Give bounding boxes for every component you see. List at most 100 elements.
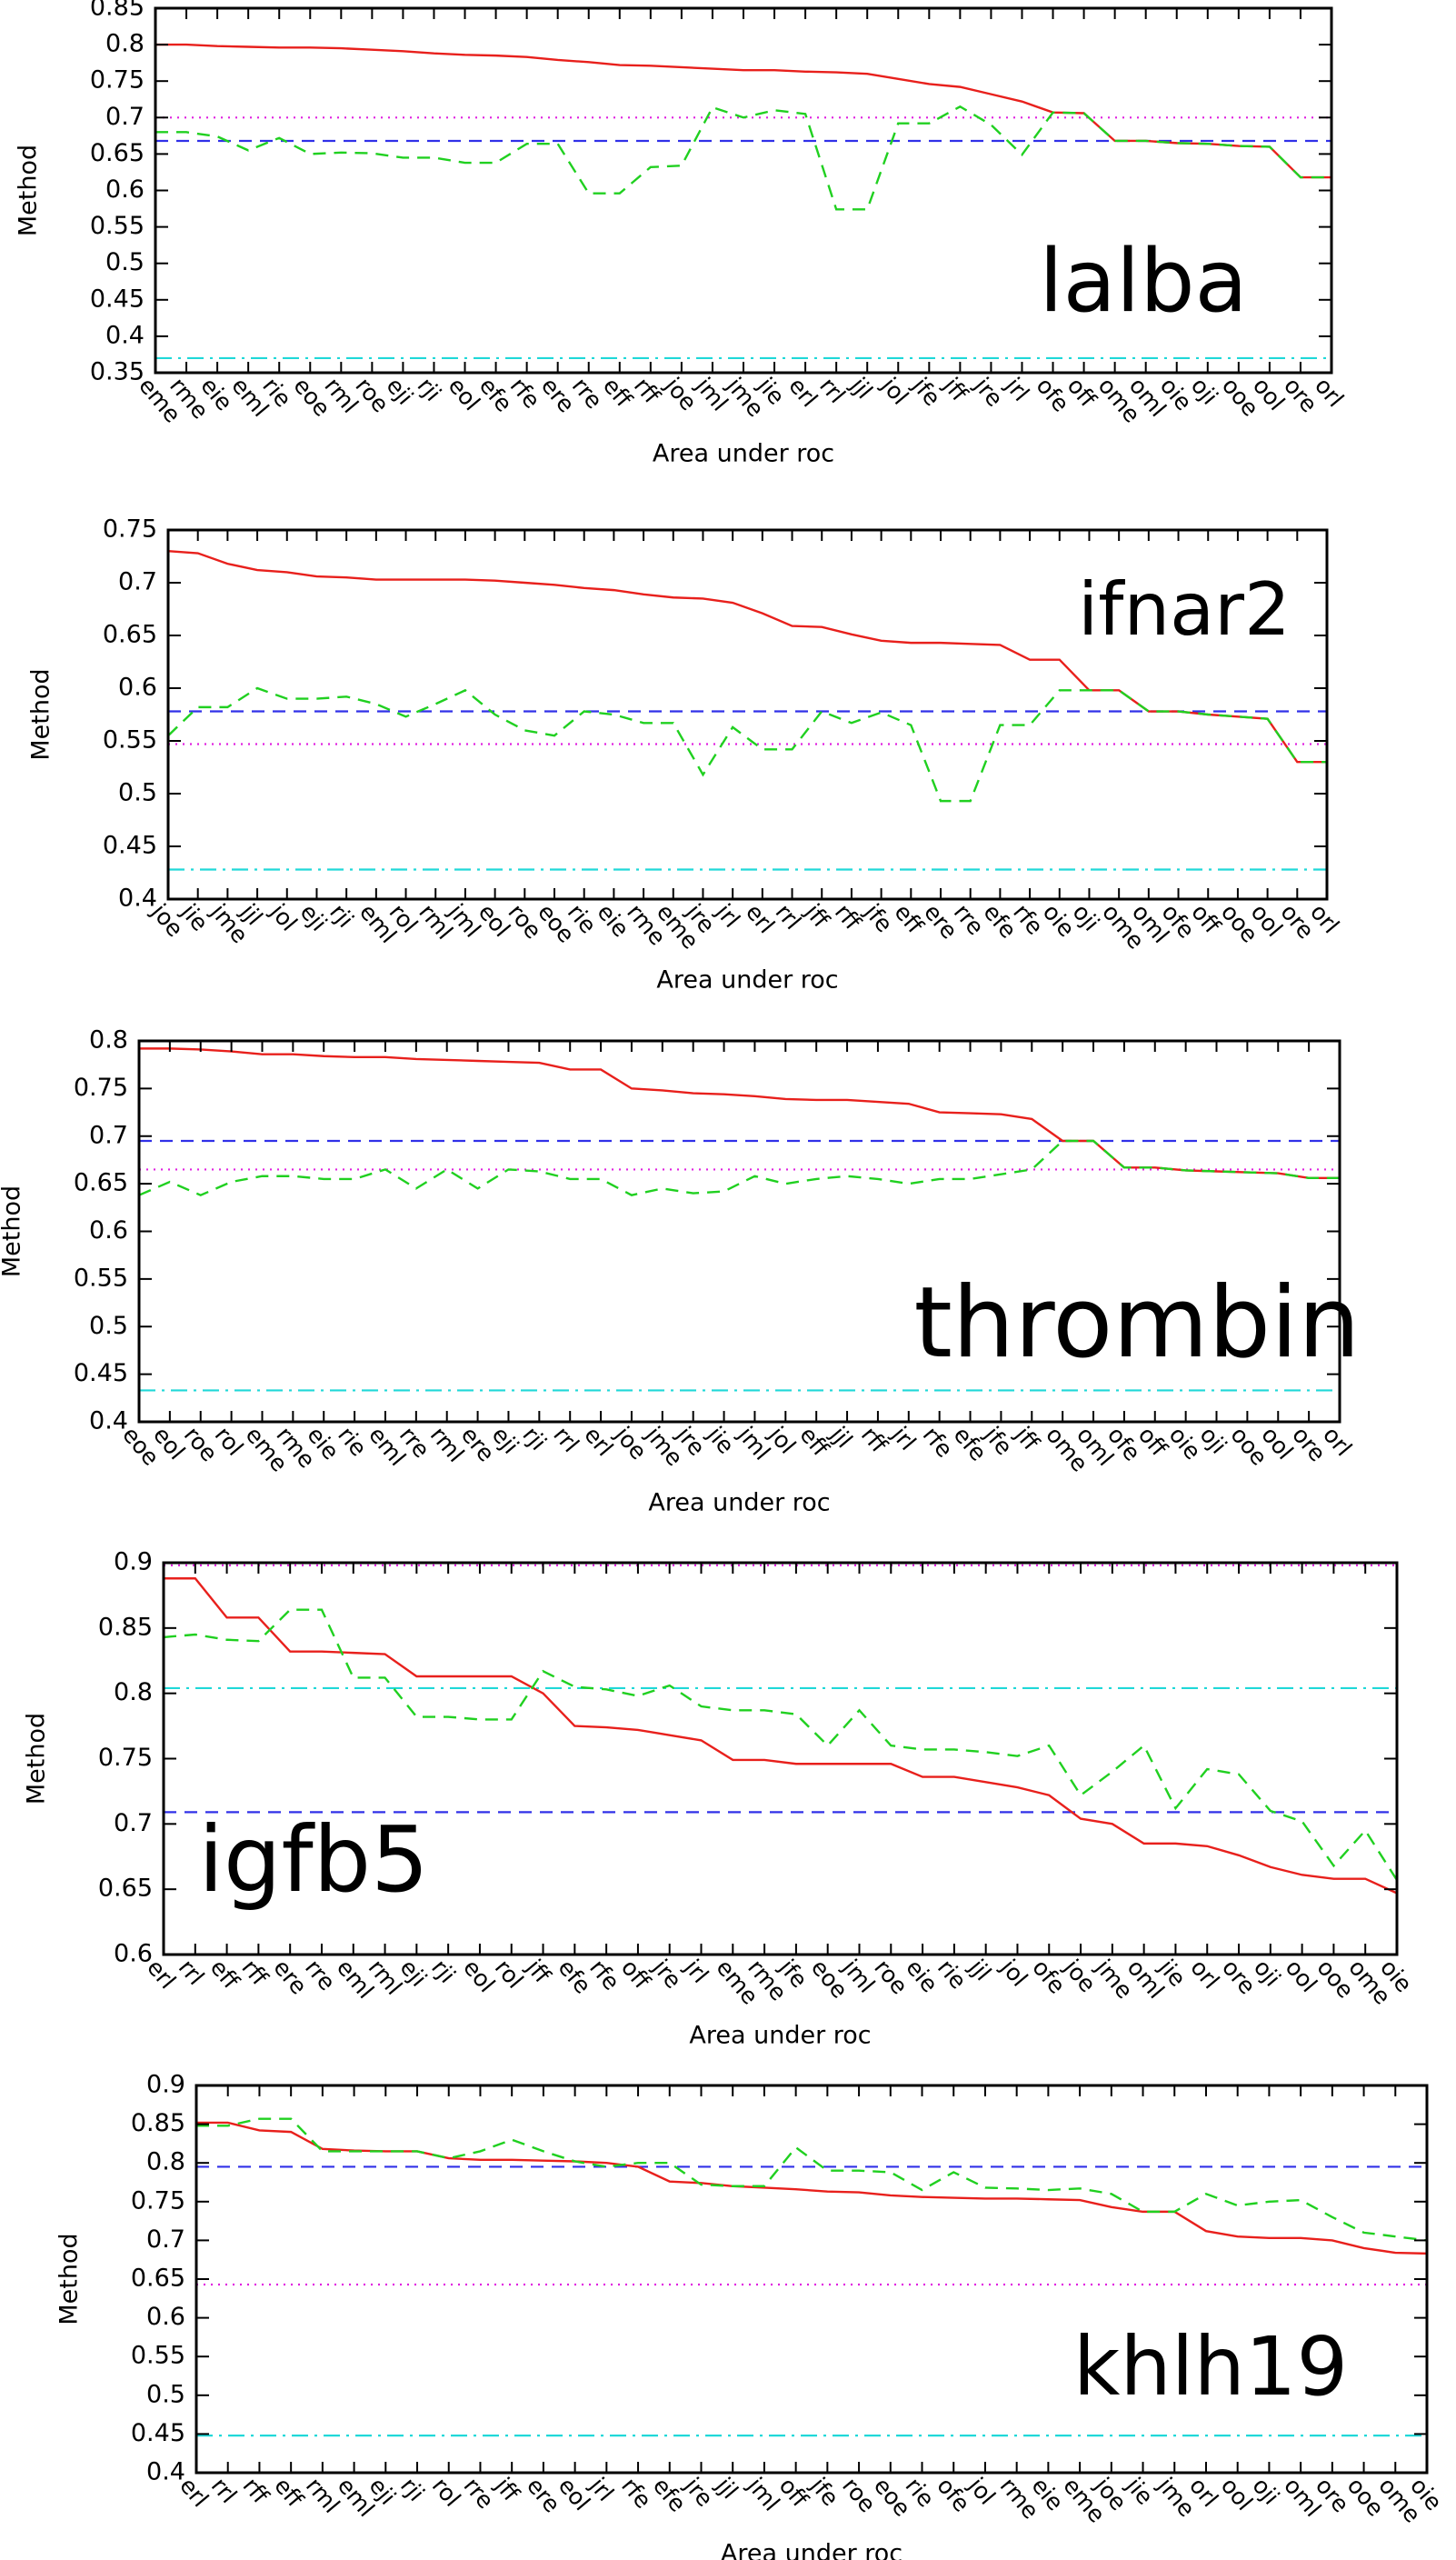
x-tick-label: rji xyxy=(413,373,447,406)
annotation: ifnar2 xyxy=(1078,567,1291,652)
y-tick-label: 0.7 xyxy=(146,2225,185,2254)
x-axis-label: Area under roc xyxy=(721,2540,903,2560)
y-tick-label: 0.9 xyxy=(146,2071,185,2099)
x-tick-label: rre xyxy=(300,1955,341,1995)
x-tick-label: jff xyxy=(1010,1421,1045,1456)
y-tick-label: 0.4 xyxy=(118,885,157,913)
x-tick-label: rji xyxy=(324,899,359,933)
annotation: igfb5 xyxy=(198,1806,429,1913)
y-tick-label: 0.55 xyxy=(131,2342,185,2370)
data-line xyxy=(155,105,1331,211)
x-tick-label: oji xyxy=(1247,2473,1284,2510)
y-tick-label: 0.4 xyxy=(105,321,145,349)
data-line xyxy=(139,1047,1340,1180)
y-tick-label: 0.7 xyxy=(89,1121,128,1149)
y-tick-label: 0.8 xyxy=(89,1026,128,1055)
y-axis-label: Method xyxy=(23,1713,51,1805)
y-tick-label: 0.85 xyxy=(90,0,145,22)
y-axis-label: Method xyxy=(15,145,43,236)
x-tick-label: jrl xyxy=(886,1421,921,1455)
x-tick-label: orl xyxy=(1185,1955,1224,1995)
y-tick-label: 0.6 xyxy=(105,175,145,204)
y-tick-label: 0.4 xyxy=(89,1407,128,1435)
x-axis-label: Area under roc xyxy=(656,966,838,995)
annotation: thrombin xyxy=(913,1266,1360,1380)
x-axis-label: Area under roc xyxy=(653,440,834,468)
line-chart: 0.35 0.4 0.45 0.5 0.55 0.6 0.65 0.7 0.75 0.8 0.85 e… xyxy=(15,0,1350,468)
data-line xyxy=(167,686,1327,803)
x-tick-label: rie xyxy=(932,1955,972,1995)
x-axis-label: Area under roc xyxy=(648,1489,830,1517)
y-tick-label: 0.45 xyxy=(74,1359,128,1387)
y-tick-label: 0.45 xyxy=(103,832,157,860)
y-tick-label: 0.5 xyxy=(105,248,145,276)
y-tick-label: 0.9 xyxy=(114,1548,153,1576)
data-line xyxy=(196,2117,1428,2242)
line-chart: 0.60.650.70.750.80.850.9erlrrleffrfferer… xyxy=(23,1548,1418,2050)
annotation: lalba xyxy=(1039,232,1248,332)
line-chart: 0.40.450.50.550.60.650.70.750.8eoeeolroe… xyxy=(0,1026,1361,1517)
y-tick-label: 0.55 xyxy=(90,212,145,240)
x-tick-label: rre xyxy=(459,2473,500,2514)
x-tick-label: jol xyxy=(995,1954,1033,1992)
y-axis-label: Method xyxy=(0,1185,26,1277)
plot-frame xyxy=(166,528,1329,901)
x-tick-label: jfe xyxy=(805,2472,844,2511)
x-tick-label: rrl xyxy=(814,373,851,408)
y-tick-label: 0.55 xyxy=(74,1264,128,1292)
y-tick-label: 0.45 xyxy=(90,285,145,313)
x-tick-label: oji xyxy=(1186,373,1223,410)
y-tick-label: 0.6 xyxy=(146,2303,185,2331)
y-tick-label: 0.5 xyxy=(89,1312,128,1340)
y-tick-label: 0.65 xyxy=(131,2265,185,2293)
y-tick-label: 0.55 xyxy=(103,726,157,755)
x-tick-label: jff xyxy=(490,2472,525,2507)
x-tick-label: jol xyxy=(876,372,914,410)
y-tick-label: 0.8 xyxy=(114,1678,153,1706)
x-tick-label: rji xyxy=(426,1955,461,1988)
x-tick-label: erl xyxy=(783,373,823,413)
x-tick-label: rff xyxy=(237,2473,274,2509)
x-tick-label: oji xyxy=(1195,1422,1232,1459)
y-tick-label: 0.75 xyxy=(103,515,157,544)
y-tick-label: 0.75 xyxy=(74,1074,128,1102)
y-tick-label: 0.65 xyxy=(90,139,145,167)
x-tick-label: jre xyxy=(647,1954,686,1994)
x-tick-label: jrl xyxy=(711,898,745,933)
y-tick-label: 0.7 xyxy=(118,568,157,596)
y-tick-label: 0.5 xyxy=(146,2380,185,2408)
data-line xyxy=(164,1577,1398,1895)
y-tick-label: 0.7 xyxy=(114,1809,153,1837)
x-tick-label: jff xyxy=(800,898,835,934)
y-axis-label: Method xyxy=(27,668,55,760)
x-tick-label: jie xyxy=(1121,2472,1159,2510)
y-tick-label: 0.6 xyxy=(118,674,157,702)
line-chart: 0.40.450.50.550.60.650.70.75joejiejmejjl… xyxy=(27,515,1345,995)
data-line xyxy=(196,2121,1428,2255)
data-line xyxy=(138,1139,1340,1196)
x-tick-label: jjl xyxy=(824,1421,857,1453)
x-tick-label: eff xyxy=(269,2473,309,2513)
x-tick-label: jff xyxy=(521,1954,556,1989)
y-tick-label: 0.85 xyxy=(131,2109,185,2137)
x-tick-label: rfe xyxy=(584,1955,624,1995)
x-axis-label: Area under roc xyxy=(689,2022,871,2050)
y-tick-label: 0.75 xyxy=(131,2186,185,2215)
x-tick-label: rfe xyxy=(616,2473,656,2514)
y-tick-label: 0.35 xyxy=(90,358,145,386)
x-tick-label: rff xyxy=(236,1955,273,1991)
y-tick-label: 0.75 xyxy=(90,66,145,95)
plot-frame xyxy=(194,2084,1429,2475)
y-tick-label: 0.4 xyxy=(146,2458,185,2486)
x-tick-label: jrl xyxy=(1000,372,1034,406)
x-tick-label: jrl xyxy=(679,1954,713,1988)
y-tick-label: 0.65 xyxy=(98,1875,153,1903)
x-tick-label: off xyxy=(616,1955,656,1995)
x-tick-label: rrl xyxy=(174,1955,210,1990)
y-tick-label: 0.5 xyxy=(118,779,157,807)
y-tick-label: 0.65 xyxy=(103,621,157,649)
y-tick-label: 0.65 xyxy=(74,1169,128,1197)
x-tick-label: jjl xyxy=(963,1954,996,1985)
